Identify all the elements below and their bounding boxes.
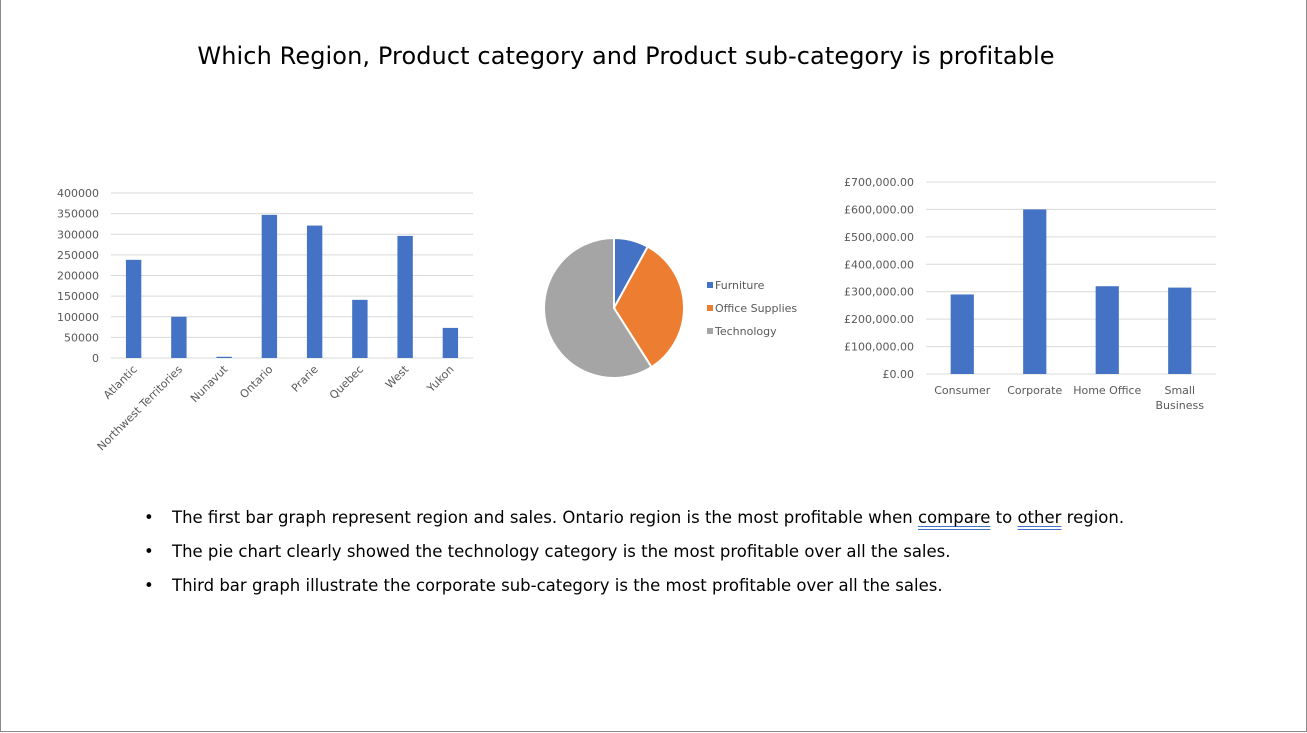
y-tick-label: £100,000.00: [844, 341, 914, 354]
y-tick-label: 250000: [57, 249, 99, 262]
bullet-text: Third bar graph illustrate the corporate…: [172, 576, 943, 595]
y-tick-label: 300000: [57, 228, 99, 241]
bullet-text: to: [990, 508, 1018, 527]
legend-swatch: [707, 305, 713, 311]
legend-label: Furniture: [715, 279, 765, 292]
bar: [306, 225, 323, 358]
x-tick-label: Home Office: [1073, 384, 1141, 397]
y-tick-label: £400,000.00: [844, 258, 914, 271]
legend-swatch: [707, 328, 713, 334]
pie-slice: [543, 236, 653, 379]
bar: [442, 327, 459, 358]
x-tick-label: Business: [1155, 399, 1204, 412]
x-tick-label: Yukon: [424, 363, 457, 396]
y-tick-label: £500,000.00: [844, 231, 914, 244]
x-tick-label: Prarie: [289, 363, 321, 395]
bullet-item: • Third bar graph illustrate the corpora…: [144, 574, 1124, 608]
bar: [125, 259, 142, 358]
bullet-text: The first bar graph represent region and…: [172, 508, 918, 527]
x-tick-label: Consumer: [934, 384, 991, 397]
bullet-marker: •: [144, 542, 154, 561]
y-tick-label: 50000: [64, 331, 99, 344]
x-tick-label: West: [383, 362, 412, 391]
bar: [1023, 209, 1047, 374]
x-tick-label: Small: [1164, 384, 1195, 397]
grammar-flag-word: other: [1017, 508, 1062, 527]
region-sales-bar-chart: 0 50000 100000 150000 200000 250000 300000 3500…: [57, 187, 473, 453]
bullet-text: region.: [1061, 508, 1125, 527]
legend-label: Office Supplies: [715, 302, 797, 315]
pie-slice: [612, 245, 685, 369]
x-tick-label: Corporate: [1007, 384, 1062, 397]
bullet-marker: •: [144, 508, 154, 527]
x-tick-label: Atlantic: [101, 363, 140, 402]
y-tick-label: £600,000.00: [844, 203, 914, 216]
legend-label: Technology: [714, 325, 777, 338]
x-tick-label: Nunavut: [188, 362, 231, 405]
y-tick-label: £200,000.00: [844, 313, 914, 326]
x-tick-label: Quebec: [327, 363, 366, 402]
y-tick-label: 0: [92, 352, 99, 365]
x-tick-label: Ontario: [237, 363, 275, 401]
bullet-text: The pie chart clearly showed the technol…: [172, 542, 951, 561]
y-tick-label: £0.00: [883, 368, 915, 381]
bar: [1095, 286, 1119, 374]
segment-sales-bar-chart: £0.00 £100,000.00 £200,000.00 £300,000.00 £4…: [844, 176, 1216, 412]
bullet-item: • The pie chart clearly showed the techn…: [144, 540, 1124, 574]
y-tick-label: 350000: [57, 208, 99, 221]
y-tick-label: 100000: [57, 311, 99, 324]
slide-title: Which Region, Product category and Produ…: [197, 42, 1055, 70]
legend-swatch: [707, 282, 713, 288]
bar: [261, 214, 278, 358]
grammar-flag-word: compare: [917, 508, 991, 527]
bar: [1168, 287, 1192, 374]
bullet-list: • The first bar graph represent region a…: [144, 506, 1124, 608]
y-tick-label: 400000: [57, 187, 99, 200]
bar: [171, 316, 187, 358]
y-tick-label: £300,000.00: [844, 286, 914, 299]
y-tick-label: £700,000.00: [844, 176, 914, 189]
bar: [397, 235, 413, 358]
y-tick-label: 150000: [57, 290, 99, 303]
bullet-marker: •: [144, 576, 154, 595]
category-pie-chart: Furniture Office Supplies Technology: [543, 236, 797, 379]
bullet-item: • The first bar graph represent region a…: [144, 506, 1124, 540]
bar: [216, 356, 232, 358]
x-tick-label: Northwest Territories: [95, 363, 185, 453]
bar: [950, 294, 974, 374]
bar: [352, 299, 368, 358]
y-tick-label: 200000: [57, 270, 99, 283]
